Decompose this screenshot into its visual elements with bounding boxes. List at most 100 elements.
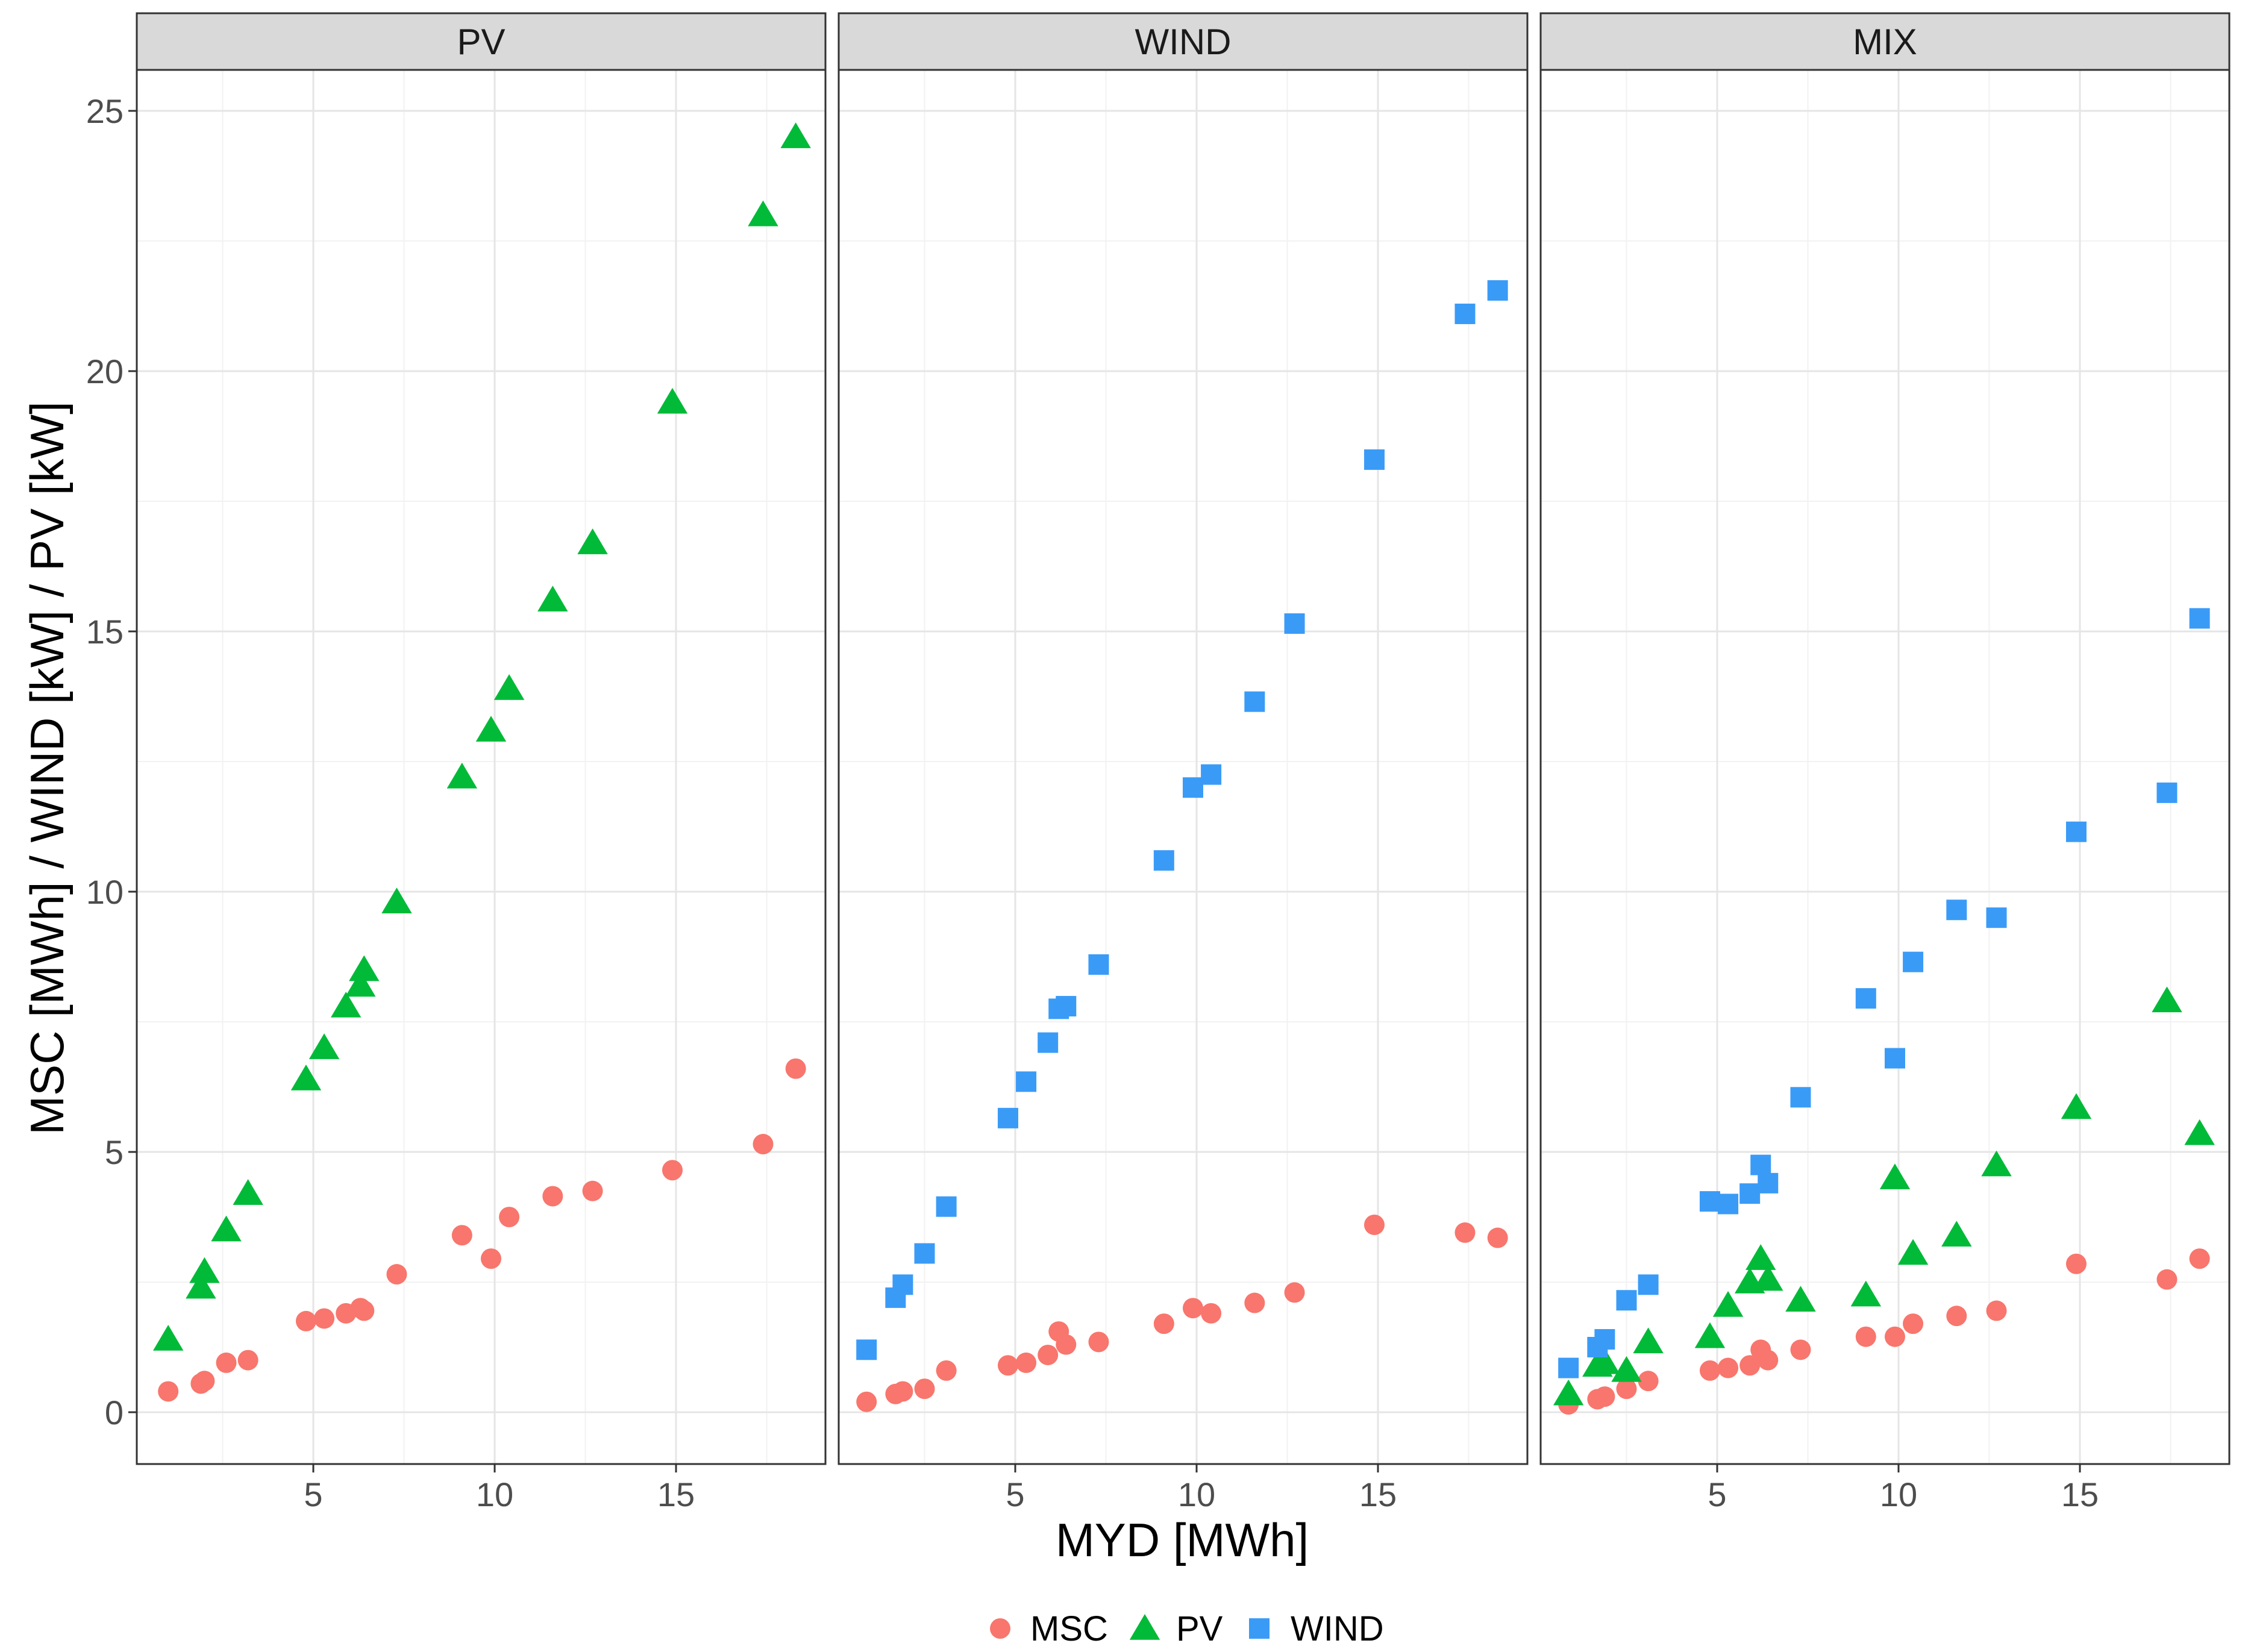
pv-point <box>1694 1322 1726 1348</box>
msc-point <box>1284 1282 1305 1303</box>
wind-point <box>892 1274 913 1295</box>
wind-point <box>1056 996 1077 1017</box>
legend-label: WIND <box>1291 1609 1384 1648</box>
msc-point <box>1638 1371 1659 1392</box>
pv-point <box>381 887 412 913</box>
pv-point <box>345 971 376 997</box>
msc-point <box>354 1300 375 1321</box>
msc-point <box>1487 1227 1508 1248</box>
pv-point <box>1879 1163 1911 1189</box>
pv-point <box>189 1257 220 1283</box>
msc-point <box>499 1207 520 1227</box>
pv-point <box>1633 1327 1664 1354</box>
msc-point <box>480 1248 501 1269</box>
y-axis-title: MSC [MWh] / WIND [kW] / PV [kW] <box>20 401 74 1135</box>
wind-point <box>1016 1071 1037 1092</box>
msc-point <box>1088 1331 1109 1353</box>
msc-point <box>1038 1344 1059 1365</box>
pv-point <box>1897 1239 1929 1265</box>
wind-point <box>914 1243 935 1264</box>
msc-point <box>1364 1214 1385 1235</box>
x-axis: 5 10 15 5 10 15 5 10 15 <box>304 1464 2099 1513</box>
pv-point <box>1611 1356 1642 1382</box>
panels: PV WIND MIX <box>136 12 2231 1465</box>
pv-point <box>153 1325 184 1351</box>
y-tick-label: 20 <box>86 352 124 390</box>
msc-point <box>753 1134 774 1155</box>
pv-point <box>233 1179 263 1205</box>
msc-point <box>1699 1360 1720 1381</box>
y-axis: 0 5 10 15 20 25 <box>86 92 137 1431</box>
pv-point <box>1553 1379 1584 1406</box>
series-pv <box>1553 986 2215 1406</box>
x-tick-label: 15 <box>2061 1475 2099 1513</box>
wind-point <box>936 1196 957 1217</box>
y-tick-label: 5 <box>105 1133 124 1171</box>
x-tick-label: 5 <box>304 1475 322 1513</box>
msc-point <box>1884 1326 1905 1347</box>
pv-point <box>577 528 608 554</box>
msc-point <box>1153 1313 1174 1334</box>
x-tick-label: 10 <box>476 1475 513 1513</box>
msc-point <box>2065 1253 2087 1274</box>
wind-point <box>1638 1274 1659 1295</box>
msc-point <box>1616 1378 1637 1400</box>
legend-label: PV <box>1176 1609 1223 1648</box>
wind-point <box>2189 608 2210 629</box>
msc-point <box>2156 1269 2178 1290</box>
pv-point <box>1981 1150 2012 1177</box>
wind-point <box>1454 303 1476 324</box>
wind-point <box>1758 1172 1779 1194</box>
msc-point <box>1986 1300 2007 1321</box>
pv-point <box>780 122 811 148</box>
wind-point <box>1616 1290 1637 1311</box>
wind-point <box>1201 764 1222 785</box>
wind-point <box>1718 1194 1739 1215</box>
y-tick-label: 25 <box>86 92 124 130</box>
wind-point <box>1790 1087 1811 1108</box>
pv-point <box>349 955 380 981</box>
msc-point <box>1790 1339 1811 1360</box>
wind-point <box>1699 1191 1720 1212</box>
series-msc <box>1558 1248 2210 1415</box>
msc-point <box>1903 1313 1924 1334</box>
pv-point <box>748 200 778 227</box>
msc-point <box>1946 1306 1967 1327</box>
msc-point <box>194 1371 215 1392</box>
panel-background <box>839 70 1527 1464</box>
x-axis-title: MYD [MWh] <box>1056 1513 1309 1566</box>
facet-strip-label: PV <box>457 22 505 62</box>
msc-point <box>936 1360 957 1381</box>
pv-point <box>1589 1348 1620 1374</box>
pv-point <box>657 387 688 414</box>
facet-strip-label: WIND <box>1135 22 1232 62</box>
msc-point <box>997 1355 1018 1376</box>
pv-point <box>1712 1291 1744 1317</box>
wind-point <box>1364 449 1385 470</box>
wind-point <box>1558 1357 1579 1378</box>
series-wind <box>1558 608 2210 1378</box>
pv-point <box>186 1272 216 1299</box>
pv-point <box>2184 1119 2215 1145</box>
panel-background <box>137 70 825 1464</box>
msc-point <box>158 1381 179 1402</box>
msc-point <box>237 1350 258 1371</box>
msc-point <box>1016 1352 1037 1373</box>
wind-point <box>1284 613 1305 634</box>
legend-item-pv: PV <box>1129 1609 1223 1648</box>
x-tick-label: 15 <box>1359 1475 1397 1513</box>
msc-point <box>1758 1350 1779 1371</box>
wind-point <box>1855 988 1876 1009</box>
pv-point <box>446 762 478 789</box>
msc-point <box>914 1378 935 1400</box>
y-tick-label: 10 <box>86 873 124 911</box>
msc-point <box>451 1225 472 1246</box>
facet-strip <box>1539 12 2231 71</box>
panel-mix: MIX <box>1539 12 2231 1465</box>
panel-pv: PV <box>136 12 827 1465</box>
wind-point <box>2156 782 2178 803</box>
msc-point <box>314 1308 335 1329</box>
series-msc <box>158 1058 806 1402</box>
wind-point <box>1088 954 1109 975</box>
wind-point <box>1750 1154 1771 1175</box>
